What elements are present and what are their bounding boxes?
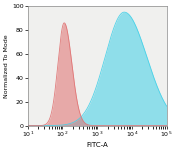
Y-axis label: Normalized To Mode: Normalized To Mode [4,34,9,98]
X-axis label: FITC-A: FITC-A [86,142,108,148]
